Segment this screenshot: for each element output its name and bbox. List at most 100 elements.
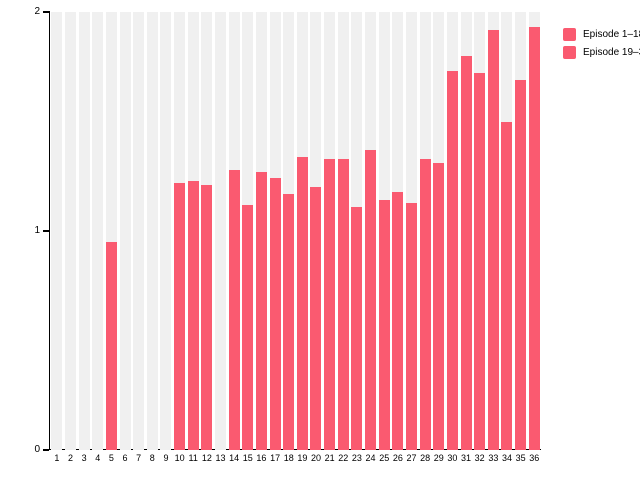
- bar-episode-11: [187, 180, 199, 450]
- category-slot: [159, 12, 173, 450]
- background-stripe: [215, 12, 226, 450]
- bar-episode-28: [419, 158, 431, 450]
- x-tick-label: 35: [515, 453, 526, 463]
- x-tick-label: 23: [351, 453, 362, 463]
- bar-episode-14: [228, 169, 240, 450]
- x-tick-label: 3: [81, 453, 87, 463]
- category-slot: [77, 12, 91, 450]
- bar-episode-35: [515, 79, 527, 450]
- category-slot: [282, 12, 296, 450]
- category-slot: [132, 12, 146, 450]
- x-tick-label: 20: [310, 453, 321, 463]
- x-tick-label: 5: [108, 453, 114, 463]
- legend-label: Episode 19–36: [583, 47, 640, 58]
- x-tick-label: 22: [338, 453, 349, 463]
- bar-episode-26: [392, 191, 404, 450]
- category-slot: [241, 12, 255, 450]
- x-tick-label: 30: [447, 453, 458, 463]
- bar-episode-17: [269, 178, 281, 450]
- x-tick-label: 9: [163, 453, 169, 463]
- category-slot: [432, 12, 446, 450]
- x-tick-label: 34: [501, 453, 512, 463]
- x-tick-label: 24: [365, 453, 376, 463]
- legend-swatch: [563, 46, 576, 59]
- bar-episode-33: [487, 29, 499, 450]
- bar-episode-5: [105, 241, 117, 450]
- category-slot: [309, 12, 323, 450]
- category-slot: [296, 12, 310, 450]
- x-tick-label: 1: [54, 453, 60, 463]
- category-slot: [364, 12, 378, 450]
- x-tick-label: 27: [406, 453, 417, 463]
- bar-episode-22: [337, 158, 349, 450]
- bar-episode-24: [365, 149, 377, 450]
- x-tick-label: 14: [229, 453, 240, 463]
- y-tick-label: 1: [34, 225, 40, 236]
- bar-episode-23: [351, 206, 363, 450]
- x-tick-label: 25: [379, 453, 390, 463]
- category-slot: [487, 12, 501, 450]
- bar-episode-25: [378, 200, 390, 450]
- y-tick-mark: [43, 11, 49, 13]
- x-tick-label: 13: [215, 453, 226, 463]
- x-tick-label: 33: [488, 453, 499, 463]
- category-slot: [173, 12, 187, 450]
- category-slot: [214, 12, 228, 450]
- category-slot: [418, 12, 432, 450]
- x-tick-label: 4: [95, 453, 101, 463]
- bar-episode-31: [460, 55, 472, 450]
- background-stripe: [78, 12, 90, 450]
- x-tick-label: 26: [392, 453, 403, 463]
- x-tick-label: 17: [270, 453, 281, 463]
- x-tick-labels: 1 2 3 4 5 6 7 8 9 10 11 12 13 14 15 16 17 18 19 20 21 22 23 24 2…: [50, 453, 541, 463]
- x-tick-label: 36: [529, 453, 540, 463]
- category-slot: [200, 12, 214, 450]
- category-slot: [500, 12, 514, 450]
- x-tick-label: 21: [324, 453, 335, 463]
- background-stripe: [133, 12, 145, 450]
- x-tick-label: 18: [283, 453, 294, 463]
- category-slot: [64, 12, 78, 450]
- y-tick-label: 0: [34, 444, 40, 455]
- background-stripe: [64, 12, 76, 450]
- y-tick-mark: [43, 449, 49, 451]
- background-stripe: [51, 12, 63, 450]
- x-tick-label: 10: [174, 453, 185, 463]
- category-slot: [473, 12, 487, 450]
- category-slot: [145, 12, 159, 450]
- category-slot: [377, 12, 391, 450]
- category-slot: [350, 12, 364, 450]
- category-slot: [105, 12, 119, 450]
- plot-area: [50, 12, 541, 450]
- y-tick-label: 2: [34, 6, 40, 17]
- bar-episode-18: [283, 193, 295, 450]
- category-slot: [459, 12, 473, 450]
- category-slot: [268, 12, 282, 450]
- bar-episode-29: [433, 163, 445, 450]
- category-slot: [323, 12, 337, 450]
- y-axis-line: [48, 11, 50, 450]
- legend-swatch: [563, 28, 576, 41]
- x-tick-label: 11: [188, 453, 198, 463]
- x-tick-label: 32: [474, 453, 485, 463]
- bar-episode-16: [255, 171, 267, 450]
- background-stripe: [105, 12, 117, 450]
- category-slot: [514, 12, 528, 450]
- x-tick-label: 31: [461, 453, 472, 463]
- bar-episode-30: [446, 71, 458, 450]
- x-tick-label: 15: [242, 453, 253, 463]
- bar-episode-34: [501, 121, 513, 450]
- x-tick-label: 16: [256, 453, 267, 463]
- background-stripe: [160, 12, 172, 450]
- x-tick-label: 12: [201, 453, 212, 463]
- legend-item: Episode 19–36: [563, 46, 640, 59]
- legend-item: Episode 1–18: [563, 28, 640, 41]
- category-slot: [336, 12, 350, 450]
- x-tick-label: 29: [433, 453, 444, 463]
- x-tick-label: 19: [297, 453, 308, 463]
- bar-episode-32: [474, 73, 486, 450]
- x-tick-label: 8: [149, 453, 155, 463]
- x-tick-label: 2: [67, 453, 73, 463]
- category-slot: [391, 12, 405, 450]
